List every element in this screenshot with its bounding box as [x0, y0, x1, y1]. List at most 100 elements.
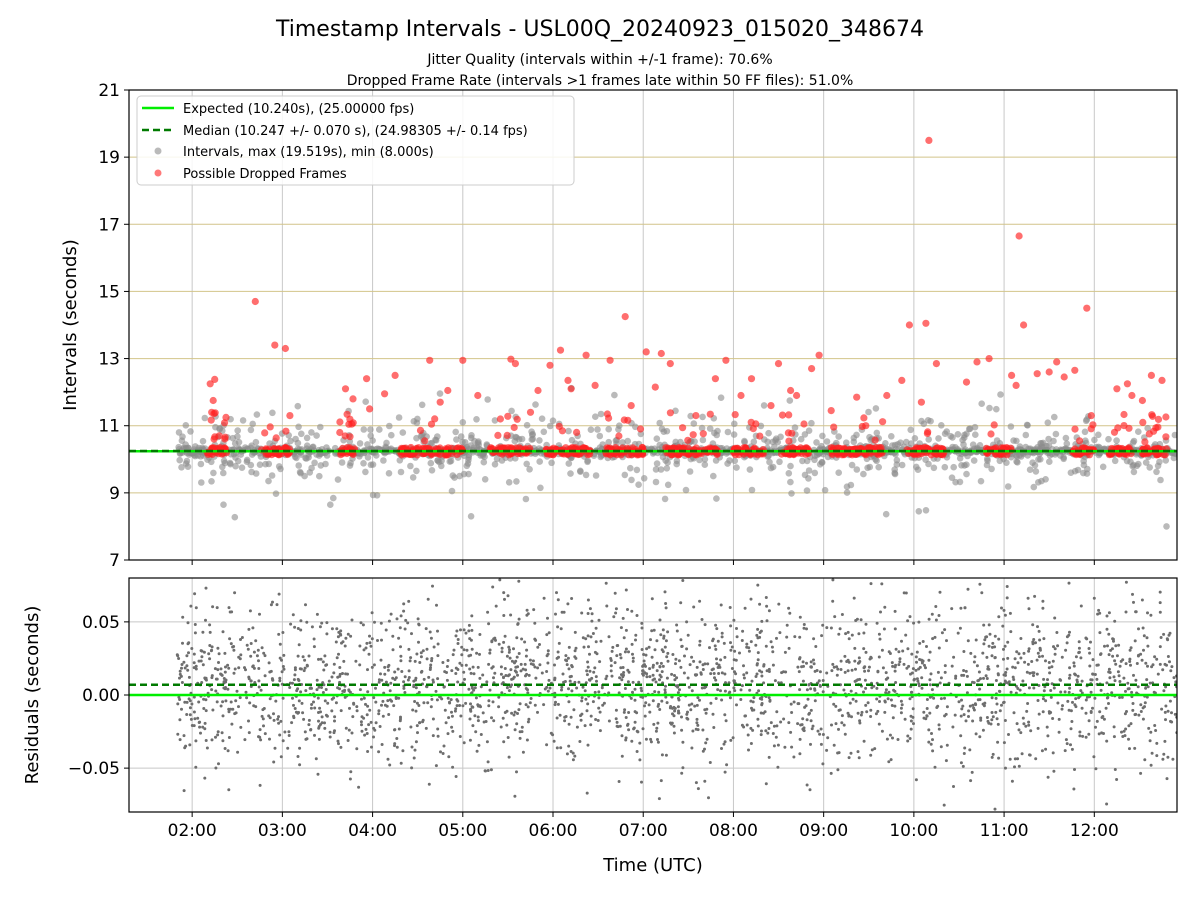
residual-point [893, 609, 897, 613]
residual-point [546, 661, 550, 665]
residual-point [1088, 664, 1092, 668]
residual-point [844, 632, 848, 636]
residual-point [714, 623, 718, 627]
residual-point [186, 621, 190, 625]
interval-point [548, 459, 555, 467]
interval-point [731, 420, 738, 428]
residual-point [988, 632, 992, 636]
residual-point [1118, 680, 1122, 683]
residual-point [1166, 709, 1170, 713]
residual-point [564, 658, 568, 662]
residual-point [911, 707, 915, 711]
residual-point [567, 687, 570, 691]
interval-point [1031, 462, 1039, 469]
residual-point [488, 648, 492, 652]
residual-point [417, 640, 420, 644]
residual-point [962, 713, 966, 717]
residual-point [194, 739, 198, 743]
dropped-point [1188, 444, 1195, 451]
residual-point [258, 728, 262, 732]
interval-point [711, 429, 718, 437]
interval-point [785, 470, 793, 477]
dropped-point-outlier [496, 415, 504, 423]
residual-point [1155, 657, 1159, 661]
residual-point [749, 742, 753, 745]
residual-point [745, 671, 749, 675]
dropped-point-outlier [606, 356, 614, 364]
residual-point [698, 643, 702, 647]
residual-point [497, 642, 501, 646]
residual-point [187, 641, 191, 645]
residual-point [588, 652, 591, 656]
residual-point [811, 724, 815, 728]
interval-point [582, 471, 590, 479]
residual-point [436, 642, 440, 646]
residual-point [464, 631, 468, 635]
residual-point [282, 667, 286, 671]
residual-point [525, 738, 529, 742]
interval-point [1144, 424, 1151, 432]
residual-point [178, 669, 182, 673]
dropped-point-outlier [526, 408, 535, 416]
residual-point [388, 689, 392, 693]
residual-point [986, 665, 990, 669]
residual-point [277, 721, 281, 725]
residual-point [631, 656, 635, 660]
top-y-tick-label: 9 [109, 484, 120, 504]
residual-point [226, 749, 230, 753]
dropped-point-outlier [582, 351, 590, 359]
residual-point [818, 684, 822, 687]
residual-point [1161, 668, 1165, 672]
residual-point [523, 640, 527, 644]
dropped-point-outlier [1008, 371, 1016, 379]
residual-point [487, 622, 491, 626]
interval-point [657, 466, 665, 473]
residual-point [181, 615, 185, 619]
residual-point [754, 643, 758, 647]
dropped-point-outlier [1147, 371, 1155, 379]
residual-point [805, 718, 809, 722]
interval-point [239, 417, 247, 424]
interval-point [811, 469, 819, 477]
residual-point [567, 744, 571, 748]
interval-point [1010, 437, 1017, 444]
residual-point [971, 719, 975, 723]
residual-point [850, 633, 854, 637]
residual-point [454, 634, 458, 638]
residual-point [1047, 666, 1051, 670]
residual-point [865, 710, 869, 714]
residual-point [798, 752, 802, 756]
residual-point [203, 721, 207, 725]
residual-point [1027, 720, 1031, 724]
residual-point [692, 659, 696, 663]
residual-point [1159, 636, 1163, 639]
dropped-point [1071, 425, 1079, 433]
residual-point [293, 668, 297, 672]
residual-point [869, 582, 873, 586]
residual-point [336, 739, 340, 743]
interval-point [872, 405, 880, 412]
dropped-point [1188, 445, 1195, 452]
residual-point [586, 702, 590, 706]
residual-point [580, 699, 584, 703]
residual-point [354, 659, 358, 663]
residual-point [575, 725, 579, 729]
residual-point [1051, 751, 1055, 755]
residual-point [413, 700, 417, 703]
residual-point [718, 665, 722, 669]
residual-point [377, 680, 381, 684]
residual-point [508, 656, 512, 660]
residual-point [181, 641, 184, 645]
residual-point [559, 627, 563, 631]
residual-point [954, 676, 958, 680]
residual-point [519, 669, 523, 673]
residual-point [863, 669, 867, 673]
interval-point [435, 458, 443, 466]
residual-point [732, 686, 736, 690]
residual-point [1010, 779, 1014, 783]
residual-point [619, 656, 623, 660]
residual-point [1136, 685, 1140, 689]
residual-point [216, 730, 220, 734]
residual-point [903, 717, 907, 721]
